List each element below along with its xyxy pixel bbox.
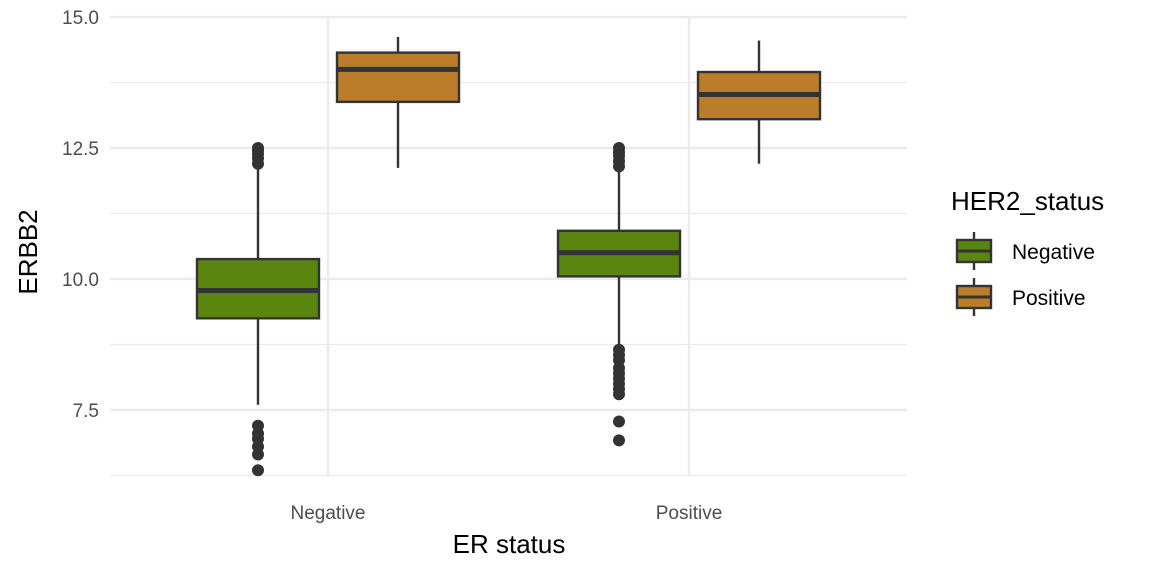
outlier-point [613,343,625,356]
outlier-point [613,434,625,447]
y-axis: 7.5 10.0 12.5 15.0 [62,8,99,422]
legend-label: Negative [1012,241,1095,264]
outlier-point [252,142,264,154]
outlier-point [613,142,625,154]
legend-title: HER2_status [951,186,1104,216]
box-layer [195,36,822,477]
legend: HER2_status Negative Positive [951,186,1104,316]
y-tick-label: 10.0 [62,270,99,291]
x-tick-label: Negative [291,503,366,524]
x-axis: Negative Positive [291,503,723,524]
box-positive-negative [335,36,461,168]
box-negative-negative [195,142,321,477]
x-tick-label: Positive [656,503,723,524]
iqr-box [335,51,461,104]
outlier-point [252,419,264,432]
legend-label: Positive [1012,287,1086,310]
box-positive-positive [696,40,822,164]
outlier-point [252,464,264,477]
y-axis-title: ERBB2 [13,209,43,294]
legend-item-positive: Positive [955,278,1086,316]
legend-item-negative: Negative [955,232,1095,270]
y-tick-label: 12.5 [62,139,99,160]
outlier-point [613,415,625,428]
x-axis-title: ER status [453,529,566,559]
box-negative-positive [556,142,682,447]
y-tick-label: 15.0 [62,8,99,29]
y-tick-label: 7.5 [73,401,99,422]
